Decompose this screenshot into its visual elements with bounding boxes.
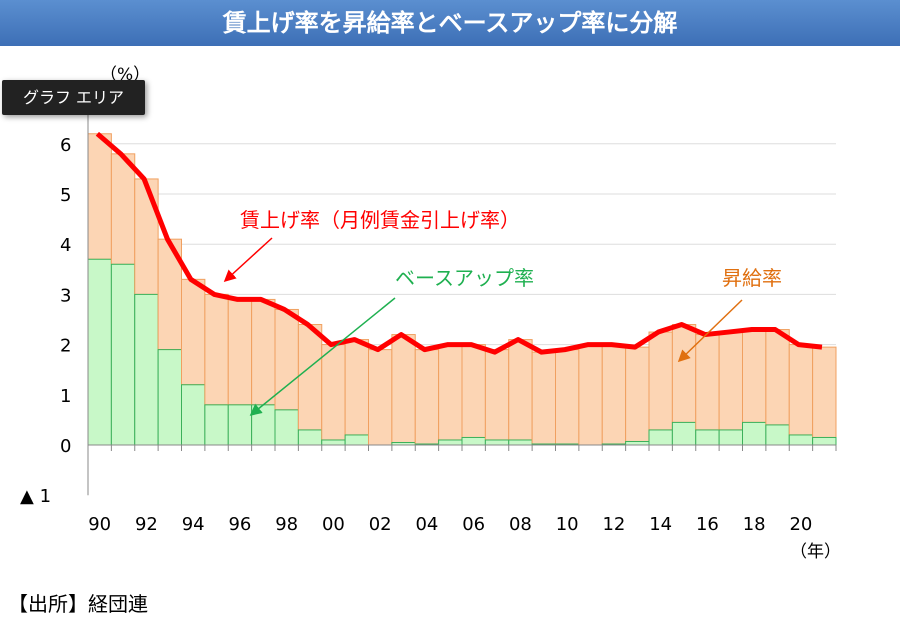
raise-rate-bar	[601, 344, 627, 445]
base-up-bar	[297, 429, 323, 446]
annotation-raise: 昇給率	[722, 266, 782, 290]
y-tick-label: ▲ 1	[20, 486, 51, 507]
x-tick-label: 98	[275, 514, 298, 535]
y-tick-label: 2	[60, 336, 71, 357]
y-tick-label: 5	[60, 185, 71, 206]
base-up-bar	[742, 421, 767, 446]
x-tick-label: 06	[462, 514, 485, 535]
wage-increase-line	[95, 131, 823, 355]
red-arrow-icon	[223, 237, 273, 283]
x-tick-label: 04	[415, 514, 438, 535]
raise-rate-bar	[671, 324, 697, 423]
x-tick-label: 16	[696, 514, 719, 535]
raise-rate-bar	[297, 324, 323, 431]
base-up-bar	[344, 434, 369, 446]
annotation-wage-rate: 賃上げ率（月例賃金引上げ率）	[240, 208, 520, 232]
raise-rate-bar	[578, 344, 603, 446]
base-up-bar	[157, 349, 182, 446]
x-tick-label: 92	[135, 514, 158, 535]
x-tick-label: 10	[556, 514, 579, 535]
raise-rate-bar	[368, 349, 393, 446]
raise-rate-bar	[438, 344, 463, 441]
raise-rate-bar	[274, 308, 299, 411]
base-up-bar	[110, 263, 136, 446]
y-tick-label: 1	[60, 386, 71, 407]
base-up-bar	[788, 434, 814, 446]
raise-rate-bar	[812, 346, 837, 438]
x-tick-label: 90	[88, 514, 111, 535]
source-note: 【出所】経団連	[8, 592, 148, 616]
green-arrow-icon	[249, 297, 396, 416]
base-up-bar	[812, 436, 837, 446]
base-up-bar	[625, 440, 650, 446]
raise-rate-bar	[204, 293, 229, 406]
raise-rate-bar	[87, 133, 112, 260]
base-up-bar	[321, 439, 346, 446]
base-up-bar	[274, 409, 299, 446]
base-up-bar	[438, 439, 463, 446]
y-tick-label: 3	[60, 285, 71, 306]
raise-rate-bar	[321, 344, 346, 441]
y-tick-label: 6	[60, 135, 71, 156]
base-up-bar	[671, 421, 697, 446]
raise-rate-bar	[251, 298, 276, 406]
x-tick-label: 08	[509, 514, 532, 535]
base-up-bar	[227, 404, 253, 446]
x-axis-unit: （年）	[790, 542, 841, 562]
raise-rate-bar	[414, 349, 440, 445]
raise-rate-bar	[181, 278, 206, 386]
base-up-bar	[87, 258, 112, 446]
raise-rate-bar	[625, 346, 650, 442]
raise-rate-bar	[508, 339, 533, 441]
base-up-bar	[718, 429, 743, 446]
x-tick-label: 18	[743, 514, 766, 535]
base-up-bar	[181, 384, 206, 446]
raise-rate-bar	[765, 329, 790, 426]
base-up-bar	[695, 429, 720, 446]
base-up-bar	[134, 293, 159, 446]
base-up-bar	[461, 436, 486, 446]
raise-rate-bar	[718, 331, 743, 431]
x-tick-label: 02	[369, 514, 392, 535]
raise-rate-bar	[344, 339, 369, 436]
raise-rate-bar	[648, 331, 673, 431]
raise-rate-bar	[531, 351, 556, 445]
x-tick-label: 14	[649, 514, 672, 535]
raise-rate-bar	[788, 344, 814, 436]
orange-arrow-icon	[677, 299, 743, 363]
base-up-bar	[204, 404, 229, 446]
chart-title: 賃上げ率を昇給率とベースアップ率に分解	[0, 0, 900, 46]
chart-area-tooltip: グラフ エリア	[2, 80, 145, 115]
raise-rate-bar	[555, 349, 580, 445]
x-tick-label: 94	[182, 514, 205, 535]
x-tick-label: 12	[602, 514, 625, 535]
base-up-bar	[508, 439, 533, 446]
raise-rate-bar	[134, 178, 159, 295]
raise-rate-bar	[484, 349, 510, 441]
raise-rate-bar	[391, 334, 416, 443]
raise-rate-bar	[695, 334, 720, 431]
raise-rate-bar	[461, 344, 486, 438]
annotation-base-up: ベースアップ率	[395, 266, 534, 290]
raise-rate-bar	[110, 153, 136, 265]
base-up-bar	[648, 429, 673, 446]
x-tick-label: 00	[322, 514, 345, 535]
raise-rate-bar	[742, 329, 767, 423]
base-up-bar	[765, 424, 790, 446]
x-tick-label: 20	[789, 514, 812, 535]
raise-rate-bar	[227, 298, 253, 406]
x-tick-label: 96	[228, 514, 251, 535]
y-tick-label: 4	[60, 235, 71, 256]
y-tick-label: 0	[60, 436, 71, 457]
base-up-bar	[484, 439, 510, 446]
